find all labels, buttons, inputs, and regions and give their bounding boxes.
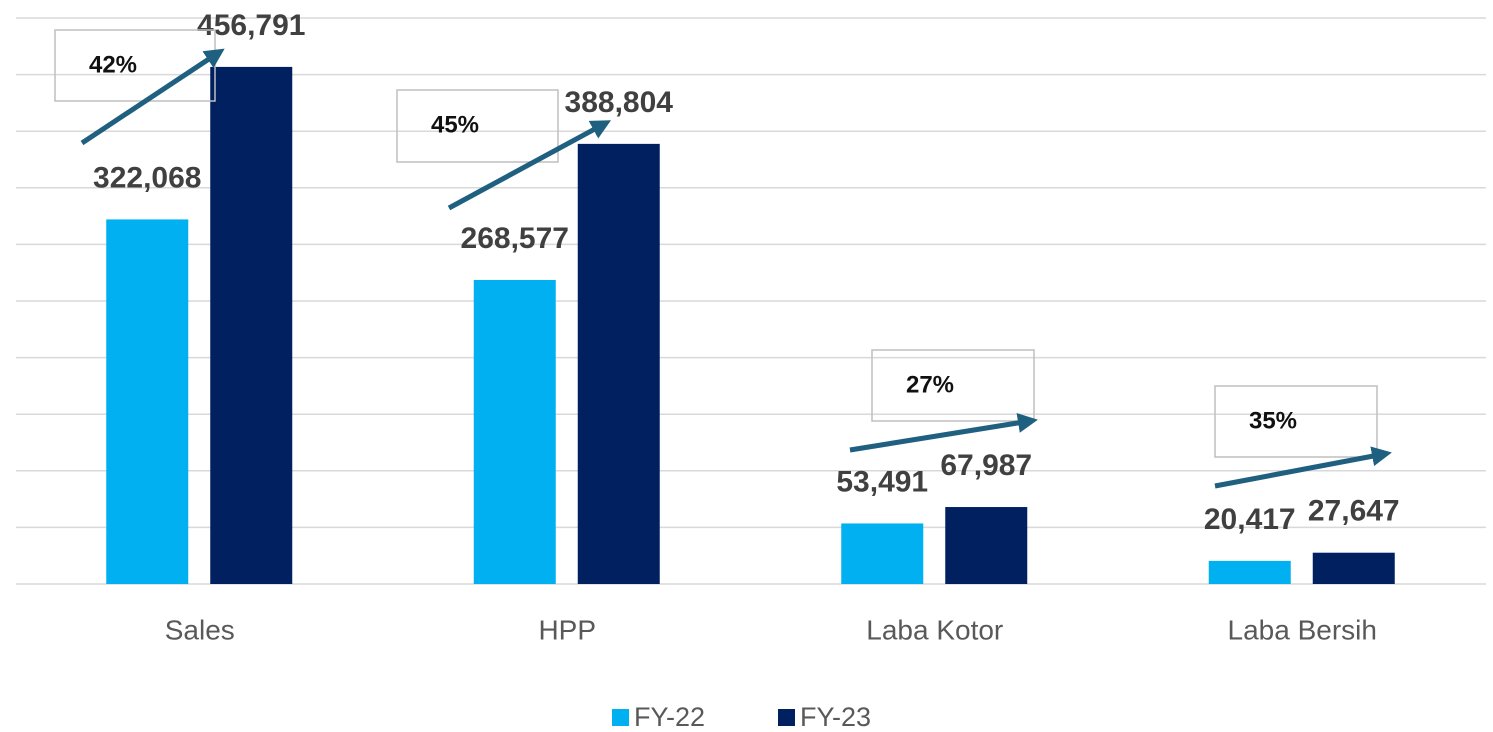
data-label: 322,068	[93, 161, 201, 194]
legend-swatch	[612, 709, 629, 726]
bar	[1208, 560, 1291, 584]
data-label: 53,491	[836, 465, 928, 498]
x-tick-label: Laba Kotor	[866, 614, 1003, 645]
bar	[106, 219, 189, 585]
growth-label: 45%	[431, 111, 479, 138]
annotation-box	[871, 349, 1035, 422]
x-tick-label: Laba Bersih	[1228, 614, 1377, 645]
growth-arrow	[1214, 446, 1392, 489]
x-tick-label: Sales	[165, 614, 235, 645]
growth-label: 42%	[89, 51, 137, 78]
bar	[473, 279, 556, 584]
data-label: 456,791	[197, 9, 305, 42]
growth-arrow	[80, 48, 225, 146]
growth-label: 35%	[1249, 407, 1297, 434]
data-label: 27,647	[1308, 495, 1400, 528]
data-label: 67,987	[940, 449, 1032, 482]
bar	[841, 523, 924, 584]
bar	[577, 143, 660, 584]
growth-label: 27%	[906, 371, 954, 398]
legend-swatch	[778, 709, 795, 726]
growth-arrow	[849, 413, 1038, 453]
annotation-box	[1214, 385, 1378, 458]
data-label: 20,417	[1204, 503, 1296, 536]
data-label: 388,804	[565, 86, 674, 119]
annotation-box	[396, 89, 559, 163]
bar	[945, 507, 1028, 584]
bar	[1312, 552, 1395, 584]
growth-arrow	[447, 120, 612, 211]
legend-label: FY-22	[634, 702, 705, 732]
legend-label: FY-23	[800, 702, 871, 732]
data-label: 268,577	[461, 222, 569, 255]
bar	[210, 66, 293, 584]
x-tick-label: HPP	[538, 614, 596, 645]
